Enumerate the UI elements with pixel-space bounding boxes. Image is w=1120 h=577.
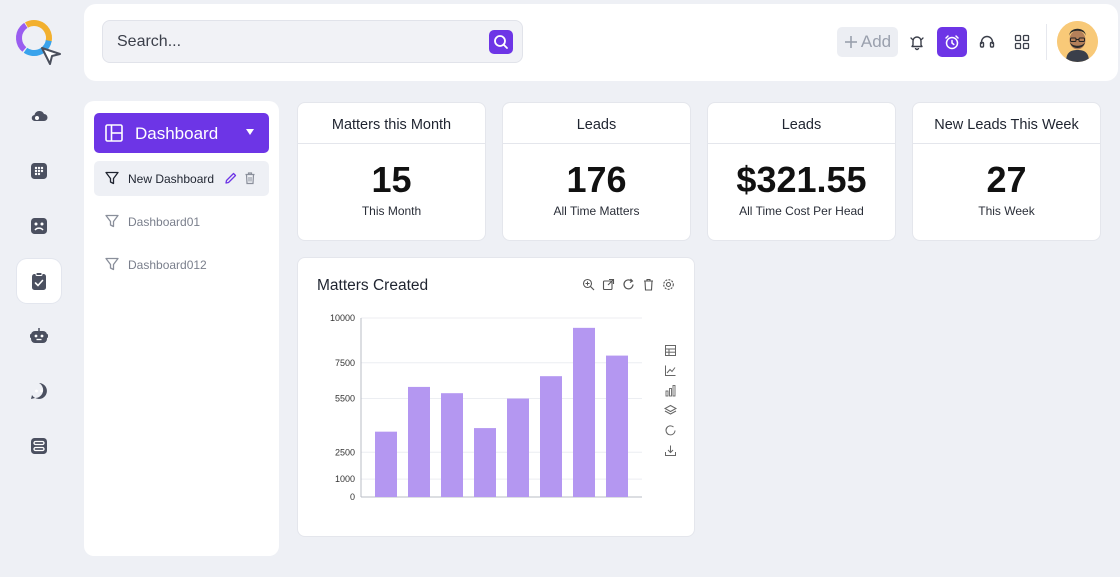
stat-card-subtitle: This Week [978,204,1035,218]
sidebar-item-cloud[interactable] [17,94,61,138]
chart-bar[interactable] [606,355,628,497]
chart-bar[interactable] [573,327,595,497]
apps-button[interactable] [1007,27,1037,57]
matters-created-chart: 0 1000 2500 5500 7500 10000 [330,313,642,502]
add-button-label: Add [860,32,892,51]
stack-icon[interactable] [663,404,678,417]
stat-card-subtitle: All Time Cost Per Head [739,204,864,218]
restore-icon[interactable] [664,424,677,437]
dashboard-name: Dashboard01 [128,215,201,229]
stat-card: Leads 176 All Time Matters [502,102,691,241]
clipboard-check-icon [32,272,46,290]
app-logo[interactable] [14,18,64,66]
chart-bar[interactable] [441,393,463,497]
download-icon[interactable] [664,444,677,457]
delete-icon[interactable] [642,278,655,291]
search-icon [494,35,508,49]
dashboards-panel: Dashboard New Dashboard Dashboard01 Dashbo… [84,101,279,556]
filter-icon [105,214,119,228]
cloud-icon [31,110,48,122]
avatar[interactable] [1057,21,1098,62]
sidebar-item-clipboard-check[interactable] [17,259,61,303]
chart-title: Matters Created [317,277,429,294]
sidebar-item-workflow[interactable] [17,424,61,468]
stat-card-value: 176 [566,159,627,200]
stat-card-title: Leads [503,103,690,144]
dashboard-selector[interactable]: Dashboard [94,113,269,153]
refresh-icon[interactable] [622,278,635,291]
filter-icon [105,171,119,185]
top-bar: Add [84,4,1118,81]
grid-icon [1014,34,1030,50]
dashboard-name: New Dashboard [128,172,215,186]
y-tick-label: 5500 [335,394,355,404]
chart-bar[interactable] [507,398,529,497]
dashboard-list-item[interactable]: New Dashboard [94,161,269,196]
delete-icon[interactable] [243,171,257,185]
stat-card-title: Matters this Month [298,103,485,144]
settings-icon[interactable] [662,278,675,291]
user-avatar-image [1057,21,1098,62]
matters-created-chart-card: 0 1000 2500 5500 7500 10000 Matters Created [297,257,695,537]
workflow-icon [31,438,47,454]
search-box [102,20,523,63]
support-button[interactable] [972,27,1002,57]
search-button[interactable] [489,30,513,54]
chart-bar[interactable] [408,386,430,497]
filter-icon [105,257,119,271]
stat-card-value: $321.55 [736,159,867,200]
y-tick-label: 0 [350,492,355,502]
zoom-in-icon[interactable] [582,278,595,291]
stat-card-title: New Leads This Week [913,103,1100,144]
open-external-icon[interactable] [602,278,615,291]
alarm-clock-icon [945,35,959,50]
profile-card-icon [31,218,47,234]
stat-card-value: 15 [371,159,412,200]
stat-card-subtitle: This Month [361,204,422,218]
chart-bar[interactable] [375,431,397,497]
bell-icon [910,36,924,51]
dashboard-name: Dashboard012 [128,258,207,272]
headset-icon [979,35,995,48]
line-chart-icon[interactable] [664,364,677,377]
apps-grid-icon [31,163,47,179]
sidebar-item-apps-grid[interactable] [17,149,61,193]
caret-down-icon [246,129,254,135]
robot-chat-icon [31,383,47,399]
y-tick-label: 2500 [335,447,355,457]
table-view-icon[interactable] [664,344,677,357]
stat-card: Leads $321.55 All Time Cost Per Head [707,102,896,241]
search-input[interactable] [117,30,477,54]
chart-bar[interactable] [474,428,496,497]
bar-chart-icon[interactable] [664,384,677,397]
dashboard-list-item[interactable]: Dashboard012 [94,247,269,282]
dashboard-list-item[interactable]: Dashboard01 [94,204,269,239]
notifications-button[interactable] [902,27,932,57]
stat-card-value: 27 [986,159,1027,200]
y-tick-label: 7500 [335,358,355,368]
y-tick-label: 1000 [335,474,355,484]
add-button[interactable]: Add [837,27,898,57]
sidebar-item-profile-card[interactable] [17,204,61,248]
plus-icon [844,36,857,48]
topbar-divider [1046,24,1047,60]
sidebar-item-robot-chat[interactable] [17,369,61,413]
stat-card-title: Leads [708,103,895,144]
alarm-button[interactable] [937,27,967,57]
layout-icon [105,124,123,142]
bot-icon [30,328,48,343]
y-tick-label: 10000 [330,313,355,323]
stat-card-subtitle: All Time Matters [553,204,640,218]
left-rail [0,0,78,577]
chart-bar[interactable] [540,376,562,497]
dashboard-selector-label: Dashboard [135,124,219,143]
edit-icon[interactable] [224,171,238,185]
stat-card: New Leads This Week 27 This Week [912,102,1101,241]
stat-card: Matters this Month 15 This Month [297,102,486,241]
sidebar-item-bot[interactable] [17,314,61,358]
